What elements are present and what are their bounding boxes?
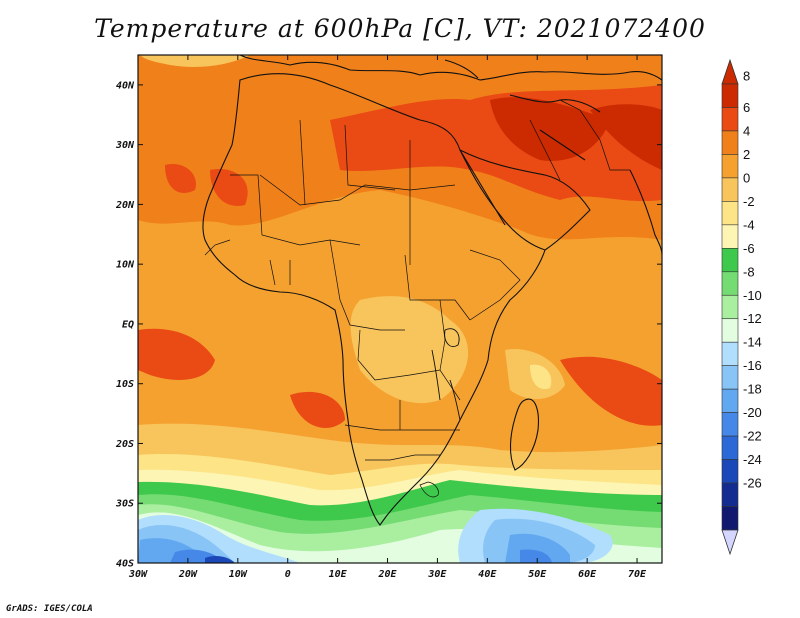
colorbar-segment xyxy=(721,482,739,507)
lon-tick-label: 30E xyxy=(427,569,447,580)
lat-tick-label: EQ xyxy=(122,319,134,330)
colorbar-segment xyxy=(721,435,739,460)
colorbar-label: -24 xyxy=(743,452,762,467)
lat-tick-label: 40S xyxy=(116,559,134,570)
colorbar-label: -6 xyxy=(743,241,755,256)
colorbar-label: 2 xyxy=(743,147,750,162)
colorbar-label: -8 xyxy=(743,264,755,279)
latitude-axis: 40N 30N 20N 10N EQ 10S 20S 30S 40S xyxy=(115,80,662,570)
lon-tick-label: 50E xyxy=(528,569,547,580)
colorbar-segment xyxy=(721,248,739,273)
temperature-field xyxy=(138,55,662,563)
colorbar-segment xyxy=(721,388,739,413)
lon-tick-label: 20E xyxy=(377,569,397,580)
lon-tick-label: 20W xyxy=(178,569,198,580)
colorbar-segment xyxy=(721,83,739,108)
colorbar-label: -16 xyxy=(743,358,762,373)
colorbar-label: -4 xyxy=(743,217,755,232)
colorbar-segment xyxy=(721,177,739,202)
lat-tick-label: 30N xyxy=(115,140,135,151)
colorbar-label: -20 xyxy=(743,405,762,420)
colorbar-label: 4 xyxy=(743,123,750,138)
software-credit: GrADS: IGES/COLA xyxy=(6,604,93,614)
lat-tick-label: 20S xyxy=(115,439,134,450)
lakes xyxy=(431,328,461,421)
colorbar-label: 0 xyxy=(743,170,750,185)
colorbar-segment xyxy=(721,107,739,132)
colorbar-segment xyxy=(721,318,739,343)
lon-tick-label: 60E xyxy=(578,569,597,580)
colorbar-segment xyxy=(721,459,739,484)
lat-tick-label: 20N xyxy=(115,200,135,211)
lon-tick-label: 10W xyxy=(229,569,248,580)
colorbar-segment xyxy=(721,130,739,155)
colorbar-label: -18 xyxy=(743,382,762,397)
lon-tick-label: 0 xyxy=(285,569,291,580)
colorbar-segment xyxy=(721,271,739,296)
lat-tick-label: 10N xyxy=(116,260,135,271)
colorbar-label: -2 xyxy=(743,194,755,209)
colorbar: 8 6 4 2 0 -2 -4 -6 -8 -10 -12 -14 -16 -18 -20 -22 -24 -26 xyxy=(721,58,762,556)
colorbar-min-arrow xyxy=(721,529,739,556)
colorbar-segment xyxy=(721,224,739,249)
lat-tick-label: 30S xyxy=(115,499,134,510)
lon-tick-label: 10E xyxy=(329,569,348,580)
lat-tick-label: 10S xyxy=(116,379,134,390)
colorbar-label: -26 xyxy=(743,476,762,491)
longitude-axis: 30W 20W 10W 0 10E 20E 30E 40E 50E 60E 70E xyxy=(128,55,647,580)
map-frame xyxy=(137,54,663,564)
country-borders xyxy=(204,99,630,498)
colorbar-segment xyxy=(721,154,739,179)
colorbar-label: 6 xyxy=(743,100,750,115)
map-title: Temperature at 600hPa [C], VT: 202107240… xyxy=(94,14,706,43)
lon-tick-label: 70E xyxy=(628,569,647,580)
colorbar-segment xyxy=(721,341,739,366)
colorbar-segment xyxy=(721,506,739,531)
colorbar-segment xyxy=(721,365,739,390)
colorbar-label: 8 xyxy=(743,69,750,84)
colorbar-segment xyxy=(721,294,739,320)
colorbar-label: -22 xyxy=(743,429,762,444)
colorbar-segment xyxy=(721,412,739,437)
colorbar-segment xyxy=(721,201,739,226)
lon-tick-label: 30W xyxy=(128,569,148,580)
colorbar-label: -10 xyxy=(743,288,762,303)
colorbar-label: -12 xyxy=(743,311,762,326)
lon-tick-label: 40E xyxy=(478,569,497,580)
colorbar-max-arrow xyxy=(721,58,739,85)
lat-tick-label: 40N xyxy=(116,80,135,91)
colorbar-label: -14 xyxy=(743,335,762,350)
